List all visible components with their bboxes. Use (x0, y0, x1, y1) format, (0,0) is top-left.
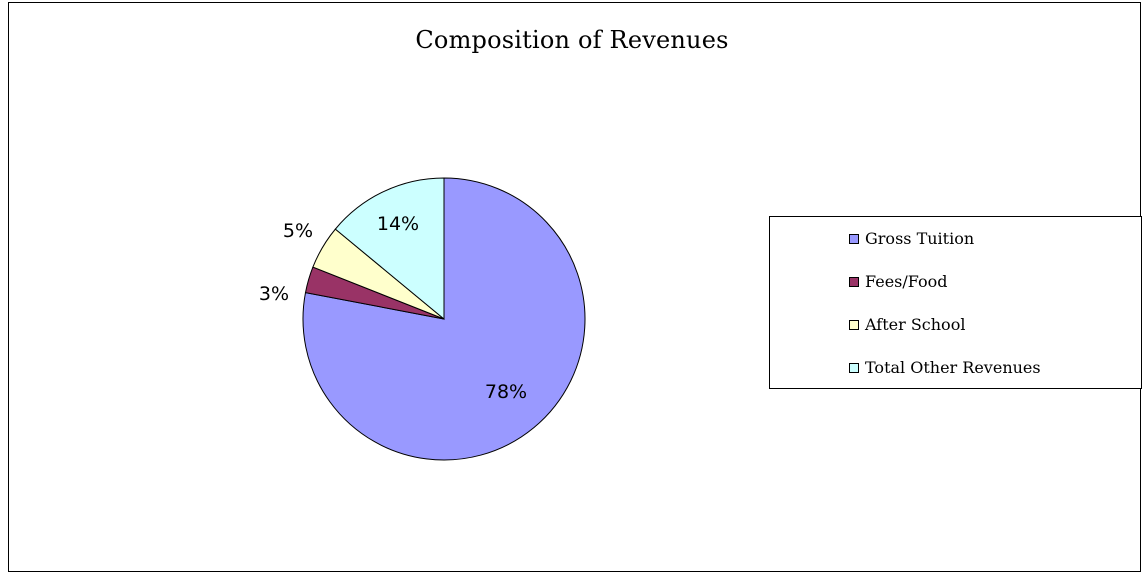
legend: Gross Tuition Fees/Food After School Total … (769, 216, 1142, 389)
pie-labels: 78% 3% 5% 14% (259, 213, 527, 403)
pie-slices (302, 177, 586, 461)
legend-label: Fees/Food (865, 272, 948, 291)
chart-title: Composition of Revenues (415, 26, 729, 54)
legend-label: Gross Tuition (865, 229, 975, 248)
pie-chart: 78% 3% 5% 14% (259, 177, 586, 461)
pie-slice-total-other-revenues (334, 177, 445, 321)
legend-item-total-other-revenues: Total Other Revenues (770, 356, 1141, 399)
legend-swatch (849, 277, 859, 287)
legend-label: Total Other Revenues (865, 358, 1041, 377)
slice-label-gross-tuition: 78% (485, 381, 527, 403)
pie-slice-gross-tuition (302, 177, 586, 461)
slice-label-after-school: 5% (283, 220, 313, 242)
legend-label: After School (865, 315, 966, 334)
slice-label-total-other-revenues: 14% (377, 213, 419, 235)
legend-item-after-school: After School (770, 313, 1141, 356)
legend-swatch (849, 234, 859, 244)
legend-swatch (849, 363, 859, 373)
legend-swatch (849, 320, 859, 330)
slice-label-fees-food: 3% (259, 283, 289, 305)
legend-item-gross-tuition: Gross Tuition (770, 227, 1141, 270)
legend-item-fees-food: Fees/Food (770, 270, 1141, 313)
